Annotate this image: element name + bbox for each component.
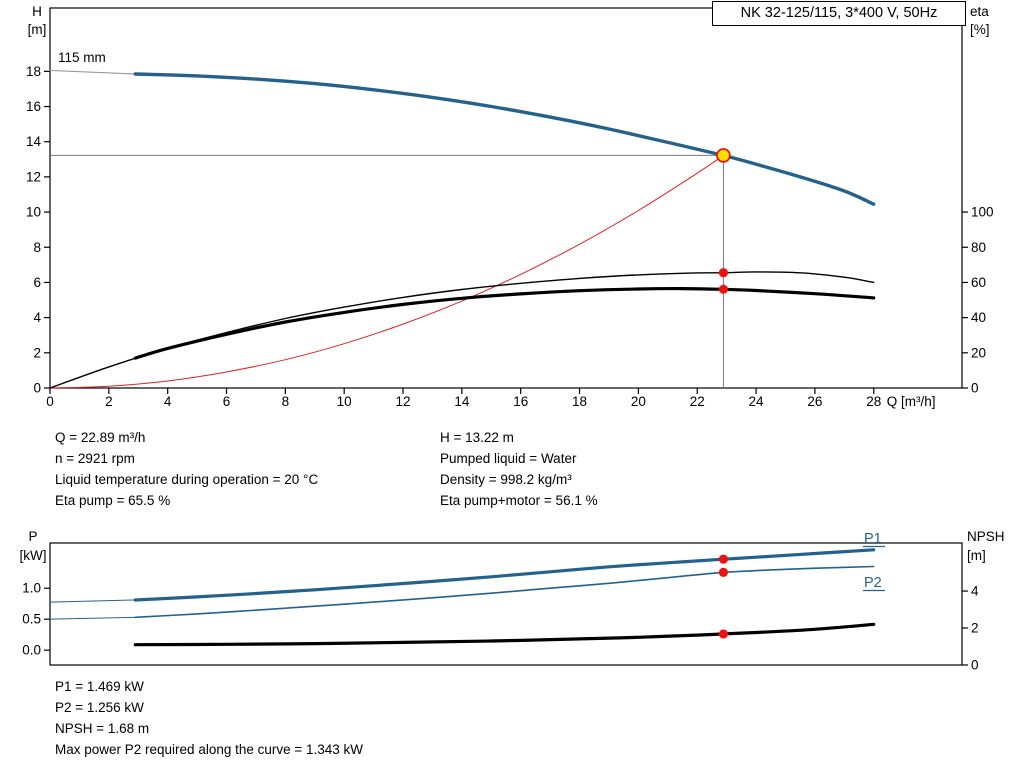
svg-text:P1: P1	[864, 531, 882, 547]
info-line-max-power: Max power P2 required along the curve = …	[55, 742, 364, 757]
svg-text:12: 12	[26, 169, 41, 184]
info-line-p1: P1 = 1.469 kW	[55, 679, 144, 694]
pump-model-label: NK 32-125/115, 3*400 V, 50Hz	[740, 5, 938, 21]
svg-text:[m]: [m]	[28, 22, 47, 37]
info-line-pumped-liquid: Pumped liquid = Water	[440, 451, 577, 466]
svg-text:4: 4	[971, 584, 979, 599]
svg-text:NPSH: NPSH	[967, 529, 1005, 544]
info-line-speed: n = 2921 rpm	[55, 451, 135, 466]
svg-text:12: 12	[396, 394, 411, 409]
info-line-flow: Q = 22.89 m³/h	[55, 430, 146, 445]
info-line-eta-pump: Eta pump = 65.5 %	[55, 493, 171, 508]
svg-text:0.5: 0.5	[22, 612, 41, 627]
svg-text:20: 20	[971, 345, 986, 360]
svg-text:80: 80	[971, 240, 986, 255]
svg-text:4: 4	[33, 310, 41, 325]
svg-text:14: 14	[26, 134, 42, 149]
svg-text:P: P	[28, 529, 37, 544]
svg-text:10: 10	[337, 394, 352, 409]
svg-text:18: 18	[572, 394, 587, 409]
info-line-npsh: NPSH = 1.68 m	[55, 721, 150, 736]
svg-text:8: 8	[33, 240, 41, 255]
info-line-liquid-temperature: Liquid temperature during operation = 20…	[55, 472, 319, 487]
svg-text:24: 24	[749, 394, 765, 409]
power-data-column: P1 = 1.469 kW P2 = 1.256 kW NPSH = 1.68 …	[55, 676, 363, 760]
svg-text:100: 100	[971, 205, 994, 220]
svg-text:Q [m³/h]: Q [m³/h]	[887, 394, 936, 409]
svg-text:10: 10	[26, 205, 41, 220]
svg-text:2: 2	[33, 345, 41, 360]
svg-text:28: 28	[866, 394, 881, 409]
svg-text:20: 20	[631, 394, 646, 409]
info-line-head: H = 13.22 m	[440, 430, 514, 445]
svg-text:2: 2	[971, 621, 979, 636]
svg-text:0: 0	[33, 381, 41, 396]
svg-text:0: 0	[971, 658, 979, 673]
info-line-p2: P2 = 1.256 kW	[55, 700, 144, 715]
svg-text:0: 0	[971, 381, 979, 396]
svg-text:H: H	[32, 4, 42, 19]
svg-text:14: 14	[454, 394, 470, 409]
operating-data-left-column: Q = 22.89 m³/h n = 2921 rpm Liquid tempe…	[55, 427, 318, 511]
svg-text:[m]: [m]	[967, 548, 986, 563]
svg-text:6: 6	[223, 394, 231, 409]
svg-text:26: 26	[807, 394, 822, 409]
svg-text:4: 4	[164, 394, 172, 409]
svg-text:0: 0	[46, 394, 54, 409]
operating-data-right-column: H = 13.22 m Pumped liquid = Water Densit…	[440, 427, 598, 511]
svg-text:eta: eta	[970, 4, 989, 19]
svg-text:P2: P2	[864, 575, 882, 591]
info-line-eta-pump-motor: Eta pump+motor = 56.1 %	[440, 493, 598, 508]
svg-text:[%]: [%]	[970, 22, 990, 37]
svg-text:16: 16	[26, 99, 41, 114]
svg-text:2: 2	[105, 394, 113, 409]
svg-text:16: 16	[513, 394, 528, 409]
svg-text:22: 22	[690, 394, 705, 409]
svg-text:6: 6	[33, 275, 41, 290]
svg-text:60: 60	[971, 275, 986, 290]
svg-text:0.0: 0.0	[22, 643, 41, 658]
svg-text:40: 40	[971, 310, 986, 325]
impeller-diameter-label: 115 mm	[58, 50, 106, 65]
pump-model-box: NK 32-125/115, 3*400 V, 50Hz	[712, 1, 966, 26]
svg-text:[kW]: [kW]	[20, 548, 47, 563]
svg-text:8: 8	[282, 394, 290, 409]
info-line-density: Density = 998.2 kg/m³	[440, 472, 572, 487]
svg-text:18: 18	[26, 64, 41, 79]
svg-text:1.0: 1.0	[22, 581, 41, 596]
